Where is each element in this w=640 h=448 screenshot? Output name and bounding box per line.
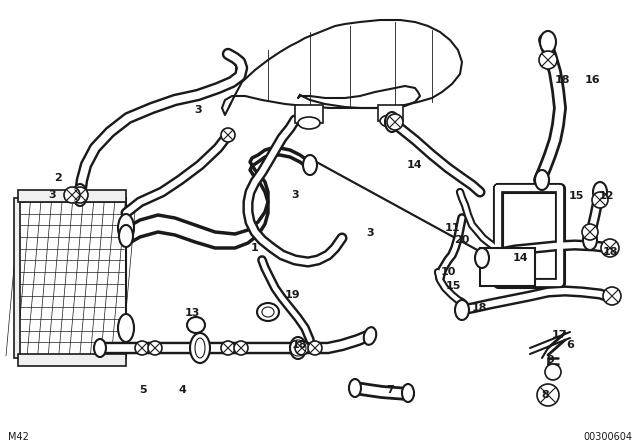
Bar [18,190,126,202]
Ellipse shape [540,31,556,53]
Text: 12: 12 [598,191,614,201]
Circle shape [72,187,88,203]
Text: 18: 18 [471,303,487,313]
Text: 11: 11 [444,223,460,233]
Ellipse shape [402,384,414,402]
Text: 19: 19 [284,290,300,300]
Text: 15: 15 [445,281,461,291]
Bar [18,354,126,366]
Ellipse shape [303,155,317,175]
Bar [295,105,323,123]
Ellipse shape [73,184,87,206]
Circle shape [308,341,322,355]
Ellipse shape [380,115,400,127]
Ellipse shape [349,379,361,397]
Ellipse shape [455,300,469,320]
Text: 7: 7 [386,385,394,395]
Circle shape [234,341,248,355]
Circle shape [582,224,598,240]
Ellipse shape [190,333,210,363]
Circle shape [64,187,80,203]
Ellipse shape [475,248,489,268]
Text: 9: 9 [546,355,554,365]
Circle shape [148,341,162,355]
Ellipse shape [94,339,106,357]
Circle shape [601,239,619,257]
Ellipse shape [187,317,205,333]
Circle shape [295,341,309,355]
Text: 10: 10 [440,267,456,277]
Circle shape [135,341,149,355]
Ellipse shape [118,214,134,242]
Circle shape [387,114,403,130]
Text: 18: 18 [602,247,618,257]
Text: 16: 16 [584,75,600,85]
Text: 18: 18 [291,340,307,350]
Polygon shape [222,20,462,115]
Circle shape [545,364,561,380]
Bar [14,198,20,358]
Text: 8: 8 [541,390,549,400]
Text: 17: 17 [551,330,567,340]
Text: 20: 20 [454,235,470,245]
Ellipse shape [593,182,607,202]
Text: 2: 2 [54,173,62,183]
Ellipse shape [385,112,399,132]
Text: 15: 15 [568,191,584,201]
Text: 00300604: 00300604 [583,432,632,442]
Text: 14: 14 [407,160,423,170]
Ellipse shape [118,314,134,342]
Text: 5: 5 [139,385,147,395]
Circle shape [537,384,559,406]
Bar [18,198,126,358]
Ellipse shape [290,337,306,359]
Text: M42: M42 [8,432,29,442]
Text: 1: 1 [251,243,259,253]
Circle shape [221,341,235,355]
Text: 13: 13 [184,308,200,318]
Text: 14: 14 [512,253,528,263]
Text: 6: 6 [566,340,574,350]
Text: 18: 18 [554,75,570,85]
Circle shape [592,192,608,208]
Circle shape [539,51,557,69]
Text: 4: 4 [178,385,186,395]
Ellipse shape [298,117,320,129]
Circle shape [221,128,235,142]
Ellipse shape [364,327,376,345]
Bar [480,248,535,286]
Ellipse shape [583,230,597,250]
Ellipse shape [535,170,549,190]
Text: 3: 3 [291,190,299,200]
Text: 3: 3 [366,228,374,238]
Text: 3: 3 [48,190,56,200]
Ellipse shape [119,225,133,247]
Text: 3: 3 [194,105,202,115]
Circle shape [603,287,621,305]
Bar [378,105,403,121]
Ellipse shape [257,303,279,321]
